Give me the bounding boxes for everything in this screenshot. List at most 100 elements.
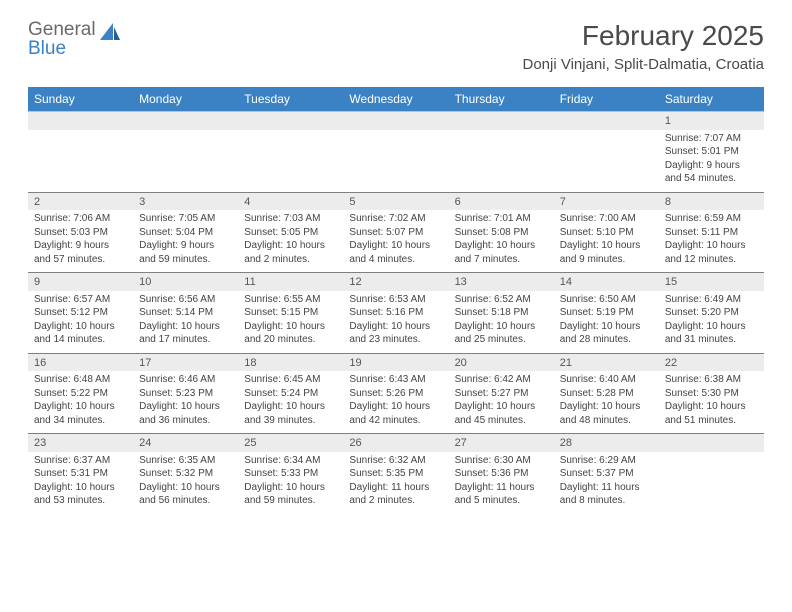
sunset-text: Sunset: 5:28 PM [560, 387, 653, 401]
day-cell: Sunrise: 6:42 AMSunset: 5:27 PMDaylight:… [449, 371, 554, 434]
sunset-text: Sunset: 5:30 PM [665, 387, 758, 401]
day-number: 24 [133, 434, 238, 452]
sunset-text: Sunset: 5:22 PM [34, 387, 127, 401]
day-number: 10 [133, 273, 238, 291]
day-cell: Sunrise: 7:05 AMSunset: 5:04 PMDaylight:… [133, 210, 238, 273]
sunrise-text: Sunrise: 6:37 AM [34, 454, 127, 468]
sunset-text: Sunset: 5:16 PM [349, 306, 442, 320]
weekday-header: Sunday [28, 87, 133, 112]
day-number: 11 [238, 273, 343, 291]
sunset-text: Sunset: 5:08 PM [455, 226, 548, 240]
logo-sail-icon [100, 23, 122, 48]
logo-text: General Blue [28, 20, 96, 58]
day-cell: Sunrise: 7:01 AMSunset: 5:08 PMDaylight:… [449, 210, 554, 273]
page-header: General Blue February 2025 Donji Vinjani… [28, 20, 764, 73]
sunset-text: Sunset: 5:20 PM [665, 306, 758, 320]
sunrise-text: Sunrise: 6:48 AM [34, 373, 127, 387]
day-cell: Sunrise: 6:30 AMSunset: 5:36 PMDaylight:… [449, 452, 554, 514]
daylight-text: Daylight: 10 hours and 51 minutes. [665, 400, 758, 427]
logo-word-blue: Blue [28, 39, 96, 58]
day-cell: Sunrise: 6:45 AMSunset: 5:24 PMDaylight:… [238, 371, 343, 434]
daylight-text: Daylight: 10 hours and 9 minutes. [560, 239, 653, 266]
daylight-text: Daylight: 10 hours and 31 minutes. [665, 320, 758, 347]
daylight-text: Daylight: 10 hours and 7 minutes. [455, 239, 548, 266]
day-cell: Sunrise: 6:53 AMSunset: 5:16 PMDaylight:… [343, 291, 448, 354]
day-number: 23 [28, 434, 133, 452]
day-cell: Sunrise: 7:02 AMSunset: 5:07 PMDaylight:… [343, 210, 448, 273]
day-cell: Sunrise: 6:32 AMSunset: 5:35 PMDaylight:… [343, 452, 448, 514]
day-number: 15 [659, 273, 764, 291]
sunset-text: Sunset: 5:35 PM [349, 467, 442, 481]
day-cell: Sunrise: 6:55 AMSunset: 5:15 PMDaylight:… [238, 291, 343, 354]
day-cell [28, 130, 133, 193]
daynum-row: 1 [28, 112, 764, 130]
day-cell: Sunrise: 6:59 AMSunset: 5:11 PMDaylight:… [659, 210, 764, 273]
weekday-header: Thursday [449, 87, 554, 112]
daynum-row: 16 17 18 19 20 21 22 [28, 353, 764, 371]
daynum-row: 2 3 4 5 6 7 8 [28, 192, 764, 210]
daylight-text: Daylight: 11 hours and 8 minutes. [560, 481, 653, 508]
day-number: 21 [554, 353, 659, 371]
sunrise-text: Sunrise: 7:02 AM [349, 212, 442, 226]
day-number [659, 434, 764, 452]
daylight-text: Daylight: 10 hours and 48 minutes. [560, 400, 653, 427]
day-cell [659, 452, 764, 514]
daylight-text: Daylight: 10 hours and 56 minutes. [139, 481, 232, 508]
sunrise-text: Sunrise: 6:42 AM [455, 373, 548, 387]
daylight-text: Daylight: 11 hours and 2 minutes. [349, 481, 442, 508]
daylight-text: Daylight: 9 hours and 57 minutes. [34, 239, 127, 266]
sunrise-text: Sunrise: 6:49 AM [665, 293, 758, 307]
day-cell [238, 130, 343, 193]
sunrise-text: Sunrise: 6:45 AM [244, 373, 337, 387]
day-number: 27 [449, 434, 554, 452]
day-number: 16 [28, 353, 133, 371]
weekday-header: Wednesday [343, 87, 448, 112]
daylight-text: Daylight: 10 hours and 42 minutes. [349, 400, 442, 427]
day-number: 26 [343, 434, 448, 452]
daylight-text: Daylight: 10 hours and 59 minutes. [244, 481, 337, 508]
day-number: 13 [449, 273, 554, 291]
day-cell: Sunrise: 6:56 AMSunset: 5:14 PMDaylight:… [133, 291, 238, 354]
day-cell: Sunrise: 6:52 AMSunset: 5:18 PMDaylight:… [449, 291, 554, 354]
daylight-text: Daylight: 10 hours and 4 minutes. [349, 239, 442, 266]
sunset-text: Sunset: 5:15 PM [244, 306, 337, 320]
logo-word-general: General [28, 20, 96, 39]
day-number [28, 112, 133, 130]
sunrise-text: Sunrise: 7:03 AM [244, 212, 337, 226]
day-number: 19 [343, 353, 448, 371]
sunrise-text: Sunrise: 6:55 AM [244, 293, 337, 307]
sunset-text: Sunset: 5:19 PM [560, 306, 653, 320]
day-number: 9 [28, 273, 133, 291]
location-subtitle: Donji Vinjani, Split-Dalmatia, Croatia [523, 56, 765, 73]
sunrise-text: Sunrise: 7:01 AM [455, 212, 548, 226]
logo: General Blue [28, 20, 122, 58]
day-number: 4 [238, 192, 343, 210]
day-cell [133, 130, 238, 193]
sunset-text: Sunset: 5:36 PM [455, 467, 548, 481]
sunset-text: Sunset: 5:12 PM [34, 306, 127, 320]
weekday-header-row: Sunday Monday Tuesday Wednesday Thursday… [28, 87, 764, 112]
daynum-row: 9 10 11 12 13 14 15 [28, 273, 764, 291]
sunset-text: Sunset: 5:32 PM [139, 467, 232, 481]
daylight-text: Daylight: 10 hours and 36 minutes. [139, 400, 232, 427]
sunrise-text: Sunrise: 6:30 AM [455, 454, 548, 468]
sunset-text: Sunset: 5:31 PM [34, 467, 127, 481]
sunset-text: Sunset: 5:37 PM [560, 467, 653, 481]
day-number: 17 [133, 353, 238, 371]
day-number: 18 [238, 353, 343, 371]
day-number [554, 112, 659, 130]
weekday-header: Tuesday [238, 87, 343, 112]
daylight-text: Daylight: 10 hours and 39 minutes. [244, 400, 337, 427]
daylight-text: Daylight: 10 hours and 20 minutes. [244, 320, 337, 347]
title-block: February 2025 Donji Vinjani, Split-Dalma… [523, 20, 765, 73]
sunset-text: Sunset: 5:26 PM [349, 387, 442, 401]
sunset-text: Sunset: 5:27 PM [455, 387, 548, 401]
weekday-header: Saturday [659, 87, 764, 112]
sunrise-text: Sunrise: 7:05 AM [139, 212, 232, 226]
sunset-text: Sunset: 5:11 PM [665, 226, 758, 240]
sunset-text: Sunset: 5:03 PM [34, 226, 127, 240]
sunrise-text: Sunrise: 7:06 AM [34, 212, 127, 226]
day-number: 6 [449, 192, 554, 210]
sunset-text: Sunset: 5:05 PM [244, 226, 337, 240]
day-cell: Sunrise: 6:50 AMSunset: 5:19 PMDaylight:… [554, 291, 659, 354]
